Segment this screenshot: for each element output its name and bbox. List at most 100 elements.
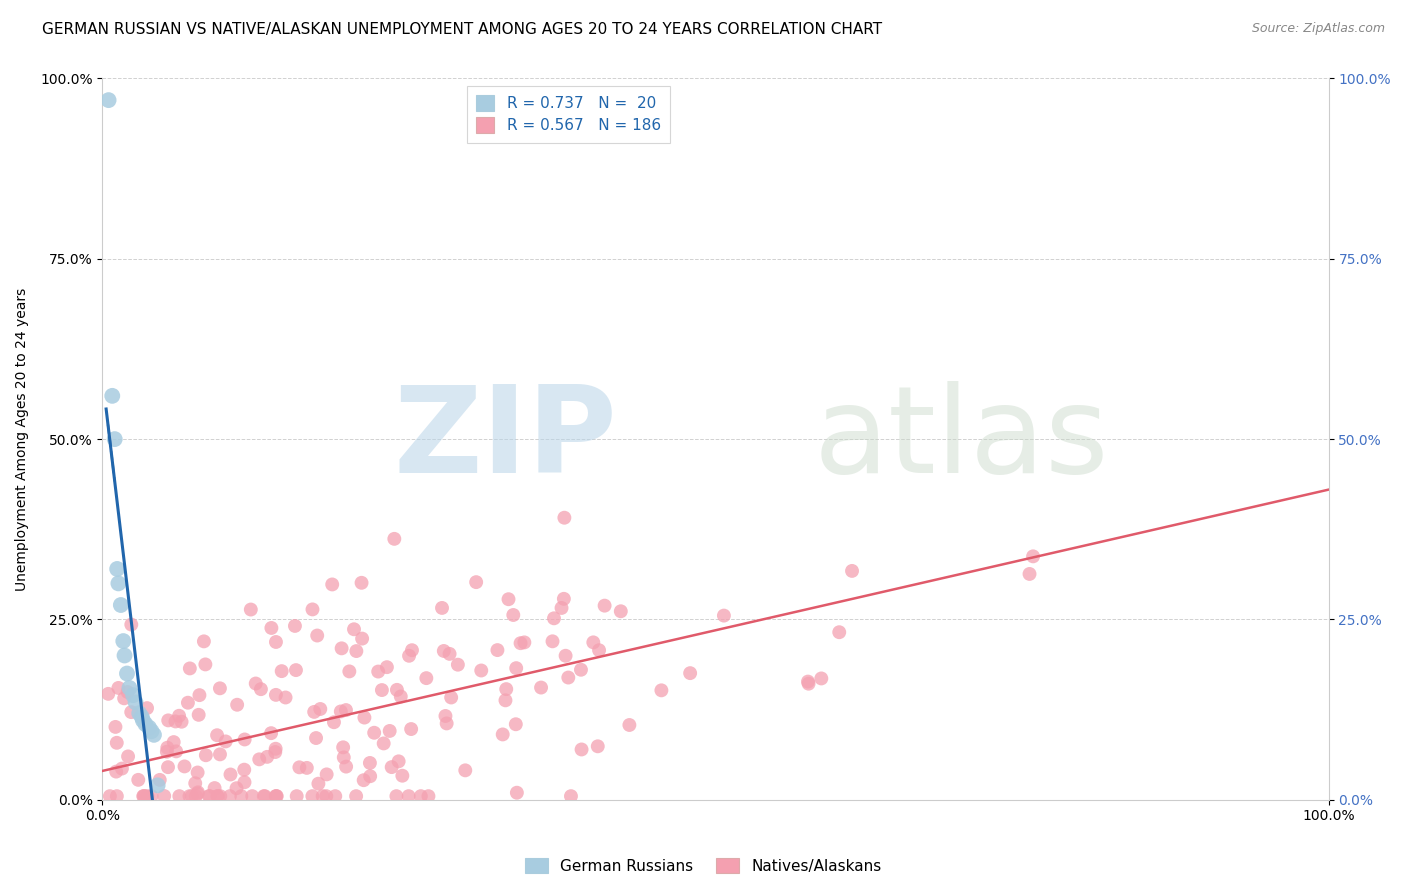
Point bbox=[157, 714, 180, 728]
Point bbox=[381, 760, 404, 774]
Point bbox=[107, 681, 129, 695]
Point bbox=[105, 764, 128, 779]
Point bbox=[371, 683, 394, 698]
Point bbox=[430, 601, 453, 615]
Point bbox=[134, 717, 156, 731]
Point bbox=[250, 682, 273, 697]
Point bbox=[179, 789, 201, 804]
Point bbox=[367, 665, 389, 679]
Point bbox=[156, 740, 179, 755]
Point bbox=[363, 725, 385, 739]
Point bbox=[266, 789, 288, 804]
Point bbox=[105, 562, 128, 576]
Point bbox=[557, 671, 579, 685]
Point bbox=[679, 666, 702, 681]
Point bbox=[141, 789, 163, 804]
Point bbox=[97, 687, 120, 701]
Point bbox=[122, 688, 145, 702]
Point bbox=[207, 789, 229, 804]
Point bbox=[260, 621, 283, 635]
Point bbox=[114, 648, 136, 663]
Point bbox=[163, 735, 186, 749]
Legend: German Russians, Natives/Alaskans: German Russians, Natives/Alaskans bbox=[519, 852, 887, 880]
Point bbox=[553, 591, 575, 606]
Point bbox=[312, 789, 335, 804]
Point bbox=[177, 696, 200, 710]
Point bbox=[593, 599, 616, 613]
Legend: R = 0.737   N =  20, R = 0.567   N = 186: R = 0.737 N = 20, R = 0.567 N = 186 bbox=[467, 87, 669, 143]
Point bbox=[486, 643, 509, 657]
Point bbox=[260, 726, 283, 740]
Point bbox=[169, 789, 191, 804]
Point bbox=[233, 732, 256, 747]
Point bbox=[391, 769, 413, 783]
Point bbox=[302, 705, 325, 719]
Point bbox=[295, 761, 318, 775]
Point bbox=[188, 688, 211, 702]
Point bbox=[214, 734, 236, 748]
Point bbox=[399, 722, 422, 736]
Point bbox=[433, 644, 456, 658]
Point bbox=[418, 789, 440, 804]
Point bbox=[245, 676, 267, 690]
Point bbox=[509, 636, 531, 650]
Point bbox=[330, 641, 353, 656]
Point bbox=[107, 576, 129, 591]
Point bbox=[187, 785, 209, 799]
Point bbox=[315, 789, 337, 804]
Point bbox=[353, 710, 375, 724]
Point bbox=[337, 665, 360, 679]
Point bbox=[124, 695, 146, 709]
Point bbox=[187, 765, 209, 780]
Point bbox=[550, 601, 572, 615]
Point bbox=[513, 635, 536, 649]
Point bbox=[505, 717, 527, 731]
Point bbox=[132, 789, 155, 804]
Point bbox=[502, 607, 524, 622]
Point bbox=[588, 643, 610, 657]
Point bbox=[378, 723, 401, 738]
Point bbox=[619, 718, 641, 732]
Point bbox=[530, 681, 553, 695]
Point bbox=[118, 681, 141, 695]
Point bbox=[110, 598, 132, 612]
Point bbox=[253, 789, 276, 804]
Point bbox=[373, 736, 395, 750]
Point bbox=[343, 622, 366, 636]
Point bbox=[98, 789, 121, 804]
Point bbox=[219, 767, 242, 781]
Point bbox=[350, 575, 373, 590]
Point bbox=[841, 564, 863, 578]
Point bbox=[153, 789, 176, 803]
Point bbox=[307, 628, 329, 642]
Point bbox=[797, 674, 820, 689]
Point bbox=[173, 759, 195, 773]
Point bbox=[179, 661, 201, 675]
Point bbox=[333, 750, 356, 764]
Point bbox=[389, 690, 412, 704]
Text: GERMAN RUSSIAN VS NATIVE/ALASKAN UNEMPLOYMENT AMONG AGES 20 TO 24 YEARS CORRELAT: GERMAN RUSSIAN VS NATIVE/ALASKAN UNEMPLO… bbox=[42, 22, 883, 37]
Point bbox=[131, 710, 153, 724]
Point bbox=[209, 789, 232, 804]
Point bbox=[156, 745, 179, 759]
Text: atlas: atlas bbox=[814, 381, 1109, 498]
Text: Source: ZipAtlas.com: Source: ZipAtlas.com bbox=[1251, 22, 1385, 36]
Point bbox=[288, 760, 311, 774]
Point bbox=[398, 648, 420, 663]
Point bbox=[586, 739, 609, 754]
Point bbox=[1022, 549, 1045, 564]
Point bbox=[193, 634, 215, 648]
Point bbox=[170, 714, 193, 729]
Point bbox=[797, 676, 820, 690]
Point bbox=[321, 577, 343, 591]
Point bbox=[112, 691, 135, 706]
Point bbox=[187, 707, 209, 722]
Point bbox=[436, 716, 458, 731]
Point bbox=[495, 693, 517, 707]
Point bbox=[301, 789, 323, 804]
Point bbox=[105, 736, 128, 750]
Point bbox=[415, 671, 437, 685]
Point bbox=[247, 752, 270, 766]
Point bbox=[231, 789, 253, 804]
Point bbox=[233, 775, 256, 789]
